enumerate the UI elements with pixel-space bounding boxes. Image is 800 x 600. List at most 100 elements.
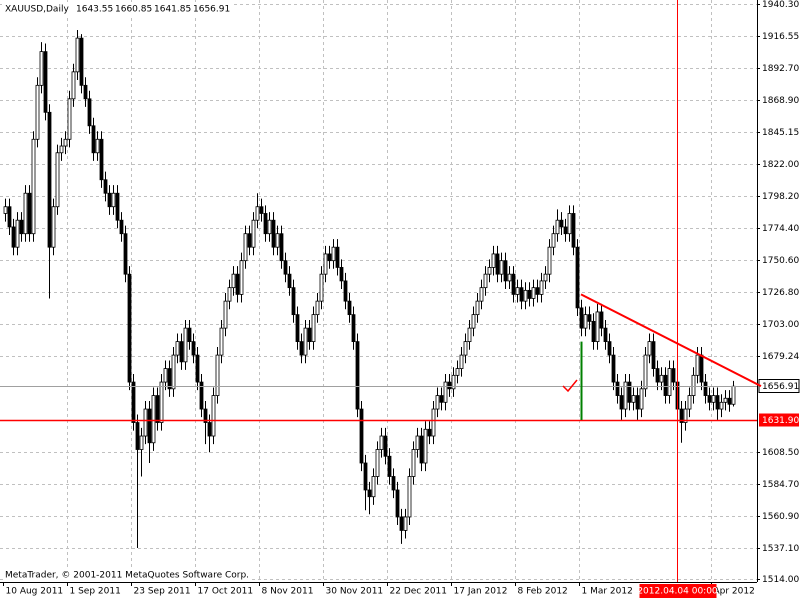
candle-body [559, 219, 564, 228]
candle-body [547, 246, 552, 275]
candle-body [279, 233, 284, 262]
candle-body [371, 476, 376, 498]
candle-body [451, 374, 456, 390]
candle-body [419, 435, 424, 464]
candle-body [535, 287, 540, 295]
candle-body [487, 267, 492, 275]
candle-body [667, 368, 672, 396]
candle-body [575, 246, 580, 309]
candle-body [3, 206, 8, 214]
candle-body [159, 381, 164, 423]
candle-body [147, 408, 152, 444]
candle-body [227, 287, 232, 302]
candle-body [391, 476, 396, 491]
level-label-bg [759, 413, 799, 427]
candle-body [367, 489, 372, 498]
header-close: 1656.91 [193, 5, 230, 15]
candle-body [83, 84, 88, 100]
candle-body [35, 84, 40, 140]
candle-body [115, 192, 120, 221]
candle-body [479, 287, 484, 302]
candle-body [567, 213, 572, 235]
y-tick-label: 1822.00 [762, 160, 799, 170]
candle-body [463, 341, 468, 356]
candle-body [679, 408, 684, 423]
candle-body [383, 435, 388, 457]
candle-body [571, 213, 576, 248]
x-tick-label: 23 Sep 2011 [134, 587, 191, 597]
candle-body [591, 320, 596, 343]
candle-body [167, 368, 172, 390]
candle-body [119, 219, 124, 235]
candle-body [351, 314, 356, 343]
candle-body [11, 226, 16, 248]
candle-body [51, 206, 56, 248]
candle-body [267, 219, 272, 235]
candle-body [331, 246, 336, 262]
y-tick-label: 1892.70 [762, 64, 799, 74]
candle-body [447, 381, 452, 390]
candle-body [223, 300, 228, 329]
candle-body [635, 395, 640, 410]
footer-bg [3, 568, 249, 580]
candle-body [719, 401, 724, 410]
x-tick-label: 22 Dec 2011 [390, 587, 448, 597]
candle-body [443, 381, 448, 403]
candle-body [507, 273, 512, 282]
candle-body [407, 476, 412, 518]
candle-body [55, 152, 60, 208]
candle-body [359, 408, 364, 464]
candle-body [655, 368, 660, 383]
candle-body [607, 341, 612, 356]
candle-body [343, 280, 348, 302]
candle-body [411, 449, 416, 477]
crosshair-label: 2012.04.04 00:00 [637, 587, 718, 597]
candle-body [291, 287, 296, 316]
candle-body [151, 395, 156, 444]
y-tick-label: 1798.20 [762, 192, 799, 202]
x-tick-label: 30 Nov 2011 [326, 587, 384, 597]
candle-body [579, 307, 584, 329]
candle-body [611, 354, 616, 383]
level-label: 1631.90 [762, 416, 799, 426]
y-tick-label: 1868.90 [762, 96, 799, 106]
candle-body [175, 341, 180, 356]
candle-body [503, 260, 508, 282]
candle-body [439, 395, 444, 403]
x-tick-label: 17 Jan 2012 [454, 587, 508, 597]
header-bg [2, 2, 232, 16]
candle-body [427, 428, 432, 437]
candle-body [91, 125, 96, 154]
candle-body [379, 435, 384, 450]
candle-body [523, 289, 528, 302]
candle-body [67, 98, 72, 140]
candle-body [707, 395, 712, 403]
candle-body [323, 253, 328, 275]
candle-body [715, 395, 720, 410]
y-tick-label: 1916.55 [762, 32, 799, 42]
candle-body [671, 368, 676, 383]
candle-body [235, 273, 240, 295]
candle-body [659, 374, 664, 383]
candle-body [143, 408, 148, 437]
candle-body [691, 374, 696, 396]
candle-body [203, 408, 208, 423]
candle-body [663, 374, 668, 396]
candle-body [311, 314, 316, 343]
x-tick-label: 10 Aug 2011 [6, 587, 64, 597]
candle-body [687, 395, 692, 410]
candle-body [163, 368, 168, 383]
candle-body [131, 381, 136, 423]
candle-body [179, 341, 184, 363]
candle-body [271, 219, 276, 248]
candle-body [127, 273, 132, 383]
candle-body [303, 327, 308, 356]
candle-body [399, 516, 404, 531]
candle-body [731, 385, 736, 405]
candle-body [7, 206, 12, 228]
candle-body [599, 311, 604, 329]
candle-body [627, 381, 632, 403]
y-tick-label: 1750.60 [762, 256, 799, 266]
